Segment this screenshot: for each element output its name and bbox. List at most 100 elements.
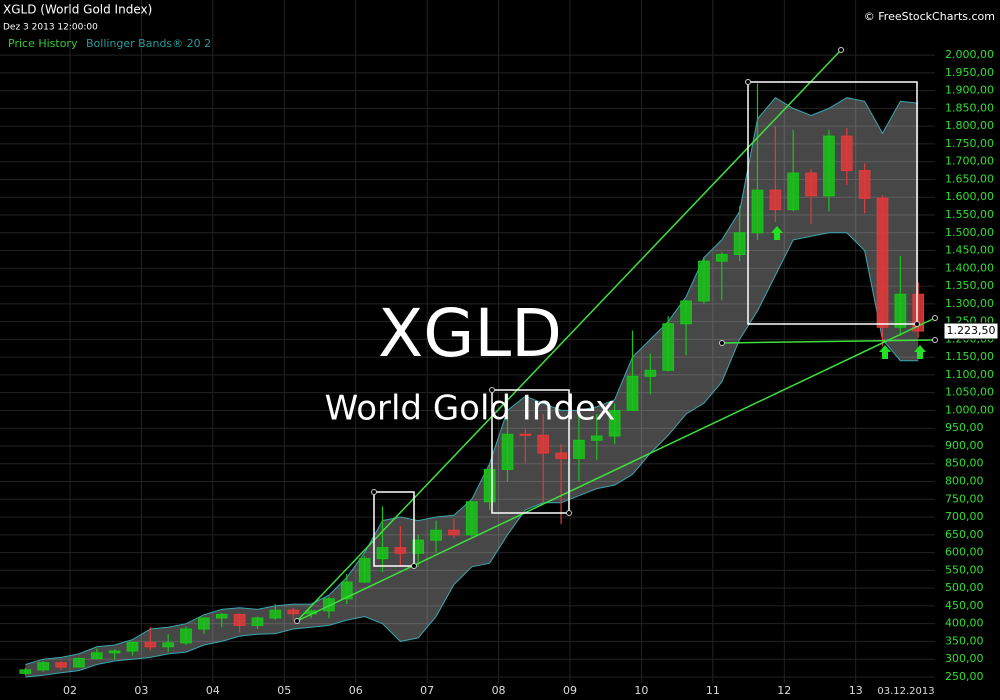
y-tick-label: 250,00 (945, 670, 984, 683)
trend-line (721, 339, 936, 344)
arrows (771, 226, 926, 359)
candle-body (680, 300, 692, 325)
y-tick-label: 850,00 (945, 457, 984, 470)
candle-body (555, 452, 567, 459)
candle-body (287, 609, 300, 615)
candle-body (465, 501, 478, 536)
candle-body (269, 609, 282, 619)
watermark-subtitle: World Gold Index (325, 389, 616, 429)
candle-body (358, 558, 371, 583)
candle-body (108, 650, 121, 654)
candle-body (876, 197, 889, 328)
candle-body (840, 135, 853, 172)
candle-body (412, 539, 425, 554)
y-tick-label: 1.450,00 (945, 244, 994, 257)
trend-line (296, 49, 842, 622)
candle-body (19, 669, 32, 674)
chart-subtitle: Dez 3 2013 12:00:00 (3, 23, 98, 33)
handles (294, 47, 938, 624)
candle-body (501, 433, 514, 470)
candle-body (376, 547, 389, 560)
candle-body (180, 628, 192, 644)
candle-body (198, 617, 210, 630)
y-tick-label: 500,00 (945, 581, 984, 594)
candle-body (37, 662, 50, 671)
watermark: XGLD (378, 295, 562, 372)
candle-body (233, 613, 246, 626)
candle-body (858, 170, 871, 199)
candle-body (769, 189, 782, 211)
legend-entry[interactable]: Bollinger Bands® 20 2 (86, 37, 211, 50)
candle-body (430, 529, 442, 541)
cursor-date: 03.12.2013 (877, 686, 934, 697)
y-tick-label: 1.500,00 (945, 226, 994, 239)
y-tick-label: 1.550,00 (945, 208, 994, 221)
legend-entry[interactable]: Price History (8, 37, 78, 50)
candle-body (323, 598, 335, 612)
y-tick-label: 300,00 (945, 652, 984, 665)
trend-line (296, 317, 936, 622)
y-tick-label: 650,00 (945, 528, 984, 541)
x-tick-label: 11 (706, 684, 720, 697)
x-tick-label: 02 (63, 684, 77, 697)
x-tick-label: 10 (634, 684, 648, 697)
y-tick-label: 1.300,00 (945, 297, 994, 310)
source: © FreeStockCharts.com (864, 10, 995, 23)
y-tick-label: 900,00 (945, 439, 984, 452)
box (491, 389, 570, 514)
candle-body (573, 439, 585, 459)
candle-body (537, 434, 550, 454)
x-tick-label: 07 (420, 684, 434, 697)
band-lower (25, 232, 919, 678)
candle-body (787, 172, 800, 211)
price-label: 1.223,50 (947, 324, 996, 337)
x-tick-label: 08 (492, 684, 506, 697)
candle-body (698, 260, 710, 302)
x-tick-label: 09 (563, 684, 577, 697)
y-tick-label: 1.100,00 (945, 368, 994, 381)
candle-body (644, 369, 657, 377)
y-tick-label: 550,00 (945, 563, 984, 576)
candle-body (144, 641, 157, 648)
y-tick-label: 1.750,00 (945, 137, 994, 150)
y-tick-label: 400,00 (945, 617, 984, 630)
y-tick-label: 1.700,00 (945, 155, 994, 168)
candle-body (394, 547, 407, 554)
y-tick-label: 800,00 (945, 475, 984, 488)
y-tick-label: 950,00 (945, 421, 984, 434)
candle-body (215, 613, 228, 619)
candle-body (662, 323, 675, 371)
candle-body (448, 529, 460, 536)
y-tick-label: 1.000,00 (945, 403, 994, 416)
candle-body (126, 641, 139, 652)
candle-body (519, 433, 532, 436)
candle-body (805, 172, 817, 197)
candle-body (608, 409, 621, 437)
candle-body (340, 581, 353, 600)
y-tick-label: 1.850,00 (945, 101, 994, 114)
x-tick-label: 13 (849, 684, 863, 697)
candle-body (733, 232, 746, 255)
candle-body (715, 253, 728, 262)
y-tick-label: 600,00 (945, 546, 984, 559)
band-upper (25, 97, 919, 665)
candle-body (251, 617, 264, 626)
y-tick-label: 1.900,00 (945, 84, 994, 97)
box (747, 81, 918, 325)
y-tick-label: 700,00 (945, 510, 984, 523)
x-tick-label: 06 (349, 684, 363, 697)
candle-body (912, 293, 925, 332)
x-tick-label: 04 (206, 684, 220, 697)
y-tick-label: 1.600,00 (945, 190, 994, 203)
box (373, 491, 415, 567)
y-tick-label: 350,00 (945, 634, 984, 647)
y-tick-label: 1.400,00 (945, 261, 994, 274)
chart-title: XGLD (World Gold Index) (3, 3, 152, 17)
y-tick-label: 1.800,00 (945, 119, 994, 132)
candle-body (751, 189, 764, 234)
candle-body (55, 662, 67, 668)
y-tick-label: 1.150,00 (945, 350, 994, 363)
y-tick-label: 450,00 (945, 599, 984, 612)
